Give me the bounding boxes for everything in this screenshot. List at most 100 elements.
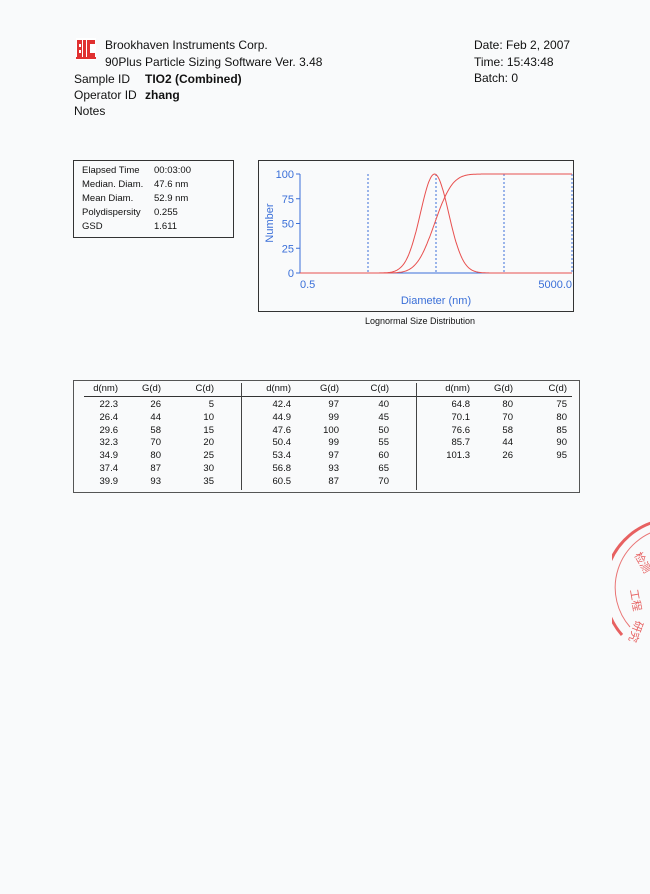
column-separator [416, 383, 417, 490]
table-cell: 50 [378, 424, 389, 436]
stat-value: 00:03:00 [154, 165, 191, 176]
table-cell: 15 [203, 424, 214, 436]
table-cell: 47.6 [272, 424, 292, 436]
table-cell: 29.6 [99, 424, 119, 436]
x-axis-label: Diameter (nm) [401, 295, 471, 307]
table-cell: 70.1 [451, 411, 471, 423]
table-cell: 10 [203, 411, 214, 423]
column-header: C(d) [548, 383, 567, 394]
y-tick-label: 75 [282, 194, 294, 206]
x-tick-label: 5000.0 [538, 279, 572, 291]
table-cell: 42.4 [272, 399, 292, 410]
table-cell: 39.9 [99, 475, 119, 487]
column-header: C(d) [370, 383, 389, 394]
table-cell: 64.8 [451, 399, 471, 410]
table-cell: 44 [502, 437, 513, 449]
table-cell: 32.3 [99, 437, 119, 449]
stat-label: Polydispersity [82, 207, 141, 218]
table-cell: 5 [208, 399, 214, 410]
report-time: Time: 15:43:48 [474, 55, 554, 69]
red-seal-stamp: 检测 工程 研究 [612, 521, 650, 644]
operator-id-label: Operator ID [74, 88, 137, 102]
table-cell: 97 [328, 450, 339, 462]
table-cell: 75 [556, 399, 567, 410]
table-cell: 65 [378, 463, 389, 474]
summary-stats-box: Elapsed Time 00:03:00 Median. Diam. 47.6… [73, 160, 234, 238]
table-cell: 70 [378, 475, 389, 487]
column-header: d(nm) [266, 383, 291, 394]
table-cell: 58 [502, 424, 513, 436]
table-cell: 26.4 [99, 411, 119, 423]
table-cell: 26 [150, 399, 161, 410]
table-cell: 80 [502, 399, 513, 410]
svg-text:工程: 工程 [627, 588, 644, 612]
table-cell: 55 [378, 437, 389, 449]
stat-label: GSD [82, 221, 103, 232]
table-cell: 53.4 [272, 450, 292, 462]
table-cell: 87 [150, 463, 161, 474]
table-cell: 70 [150, 437, 161, 449]
stat-label: Elapsed Time [82, 165, 140, 176]
chart-caption: Lognormal Size Distribution [364, 316, 476, 326]
table-cell: 60 [378, 450, 389, 462]
header-divider [84, 396, 572, 397]
batch: Batch: 0 [474, 71, 519, 85]
bic-logo [76, 38, 96, 60]
stat-value: 1.611 [154, 221, 178, 232]
table-cell: 25 [203, 450, 214, 462]
report-date: Date: Feb 2, 2007 [474, 38, 571, 52]
table-cell: 90 [556, 437, 567, 449]
table-cell: 22.3 [99, 399, 119, 410]
table-cell: 100 [323, 424, 339, 436]
table-cell: 45 [378, 411, 389, 423]
table-cell: 80 [556, 411, 567, 423]
operator-id: zhang [145, 88, 180, 102]
stat-value: 52.9 nm [154, 193, 189, 204]
svg-text:研究: 研究 [626, 619, 647, 644]
table-cell: 87 [328, 475, 339, 487]
table-cell: 44 [150, 411, 161, 423]
table-cell: 37.4 [99, 463, 119, 474]
table-cell: 60.5 [272, 475, 292, 487]
table-cell: 93 [150, 475, 161, 487]
table-cell: 85 [556, 424, 567, 436]
notes-label: Notes [74, 104, 106, 118]
table-cell: 56.8 [272, 463, 292, 474]
stat-label: Mean Diam. [82, 193, 134, 204]
column-header: d(nm) [445, 383, 470, 394]
x-tick-label: 0.5 [300, 279, 315, 291]
y-tick-label: 50 [282, 219, 294, 231]
stat-value: 0.255 [154, 207, 178, 218]
table-cell: 97 [328, 399, 339, 410]
column-header: G(d) [142, 383, 161, 394]
sample-id-label: Sample ID [74, 72, 131, 86]
stat-label: Median. Diam. [82, 179, 144, 190]
y-tick-label: 100 [276, 169, 294, 181]
stat-value: 47.6 nm [154, 179, 189, 190]
table-cell: 50.4 [272, 437, 292, 449]
table-cell: 34.9 [99, 450, 119, 462]
table-cell: 101.3 [446, 450, 470, 462]
table-cell: 30 [203, 463, 214, 474]
table-cell: 95 [556, 450, 567, 462]
y-axis-label: Number [264, 203, 276, 242]
table-cell: 80 [150, 450, 161, 462]
svg-text:检测: 检测 [631, 550, 650, 576]
y-tick-label: 0 [288, 268, 294, 280]
column-header: G(d) [320, 383, 339, 394]
table-cell: 99 [328, 437, 339, 449]
chart-svg: 0 25 50 75 100 0.5 5000.0 Diameter (nm) Number [264, 169, 573, 307]
y-tick-label: 25 [282, 243, 294, 255]
size-distribution-chart: 0 25 50 75 100 0.5 5000.0 Diameter (nm) Number [258, 160, 574, 312]
table-cell: 99 [328, 411, 339, 423]
table-cell: 93 [328, 463, 339, 474]
table-cell: 44.9 [272, 411, 292, 423]
table-cell: 26 [502, 450, 513, 462]
table-cell: 70 [502, 411, 513, 423]
table-cell: 40 [378, 399, 389, 410]
company-name: Brookhaven Instruments Corp. [105, 38, 268, 52]
table-cell: 58 [150, 424, 161, 436]
column-separator [241, 383, 242, 490]
column-header: d(nm) [93, 383, 118, 394]
